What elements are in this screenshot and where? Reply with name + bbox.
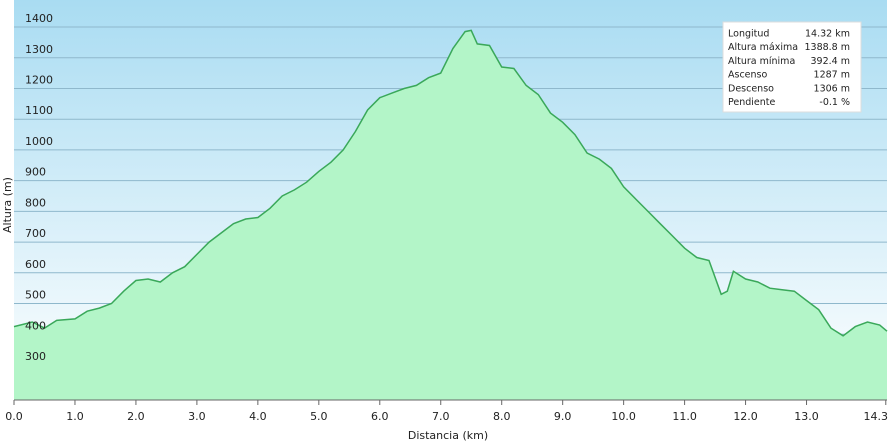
x-tick-label: 4.0 [249, 410, 267, 423]
x-tick-label: 1.0 [66, 410, 84, 423]
info-label: Altura máxima [728, 42, 798, 53]
x-tick-label: 3.0 [188, 410, 206, 423]
y-tick-label: 1000 [25, 135, 53, 148]
x-tick-label: 8.0 [493, 410, 511, 423]
y-tick-label: 600 [25, 258, 46, 271]
info-label: Ascenso [728, 70, 767, 81]
x-tick-label: 0.0 [5, 410, 23, 423]
info-label: Longitud [728, 29, 769, 40]
y-tick-label: 1200 [25, 73, 53, 86]
y-tick-label: 1400 [25, 12, 53, 25]
info-value: 1306 m [814, 83, 850, 94]
y-tick-label: 300 [25, 350, 46, 363]
y-tick-label: 1100 [25, 104, 53, 117]
info-label: Descenso [728, 83, 774, 94]
info-value: 392.4 m [811, 56, 850, 67]
x-axis-label: Distancia (km) [408, 429, 488, 442]
x-tick-label: 13.0 [794, 410, 819, 423]
y-tick-label: 400 [25, 319, 46, 332]
x-tick-label: 6.0 [371, 410, 389, 423]
info-label: Altura mínima [728, 56, 795, 67]
x-tick-label: 12.0 [733, 410, 758, 423]
x-tick-label: 2.0 [127, 410, 145, 423]
y-tick-label: 900 [25, 166, 46, 179]
y-tick-label: 500 [25, 289, 46, 302]
x-tick-label: 5.0 [310, 410, 328, 423]
x-tick-label: 14.3 [864, 410, 889, 423]
elevation-area [14, 30, 887, 401]
info-value: 1287 m [814, 70, 850, 81]
x-tick-label: 7.0 [432, 410, 450, 423]
y-tick-label: 800 [25, 196, 46, 209]
info-value: 1388.8 m [804, 42, 850, 53]
y-tick-label: 1300 [25, 43, 53, 56]
x-tick-label: 11.0 [672, 410, 697, 423]
y-axis-label: Altura (m) [1, 177, 14, 233]
y-tick-label: 700 [25, 227, 46, 240]
x-tick-label: 9.0 [554, 410, 572, 423]
x-tick-label: 10.0 [611, 410, 636, 423]
info-value: 14.32 km [805, 29, 850, 40]
info-value: -0.1 % [819, 97, 850, 108]
info-box [722, 21, 862, 113]
elevation-line [13, 29, 888, 337]
info-label: Pendiente [728, 97, 776, 108]
